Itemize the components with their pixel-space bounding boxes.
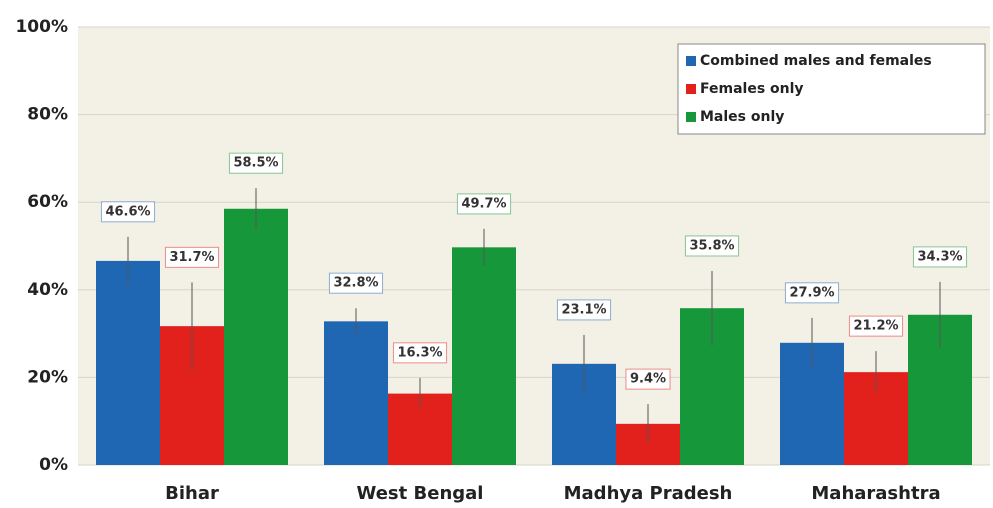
value-label-box bbox=[848, 315, 904, 337]
value-label-box bbox=[556, 299, 612, 321]
value-label-text: 31.7% bbox=[169, 250, 214, 265]
legend-box bbox=[677, 43, 986, 135]
value-label: 23.1% bbox=[556, 299, 612, 321]
value-label-text: 58.5% bbox=[233, 156, 278, 171]
bar bbox=[96, 260, 160, 465]
legend-label: Females only bbox=[700, 81, 804, 97]
value-label-text: 32.8% bbox=[333, 276, 378, 291]
value-label: 46.6% bbox=[100, 201, 156, 223]
x-tick-label: Bihar bbox=[165, 483, 219, 504]
value-label-text: 27.9% bbox=[789, 285, 834, 300]
value-label-box bbox=[100, 201, 156, 223]
value-label: 31.7% bbox=[164, 246, 220, 268]
value-label-box bbox=[784, 282, 840, 304]
bar bbox=[224, 208, 288, 465]
value-label-box bbox=[392, 342, 448, 364]
y-tick-label: 100% bbox=[15, 17, 68, 37]
bar bbox=[452, 247, 516, 465]
value-label: 32.8% bbox=[328, 272, 384, 294]
y-tick-label: 20% bbox=[27, 367, 68, 387]
y-tick-label: 60% bbox=[27, 192, 68, 212]
legend-label: Combined males and females bbox=[700, 53, 932, 69]
value-label-text: 34.3% bbox=[917, 249, 962, 264]
value-label: 9.4% bbox=[625, 368, 671, 390]
value-label-text: 16.3% bbox=[397, 345, 442, 360]
value-label-box bbox=[625, 368, 671, 390]
value-label: 34.3% bbox=[912, 246, 968, 268]
y-tick-label: 40% bbox=[27, 280, 68, 300]
value-label: 16.3% bbox=[392, 342, 448, 364]
value-label-text: 9.4% bbox=[630, 372, 666, 387]
value-label: 49.7% bbox=[456, 193, 512, 215]
x-tick-label: Maharashtra bbox=[811, 483, 940, 504]
value-label-box bbox=[912, 246, 968, 268]
legend-swatch bbox=[686, 56, 696, 66]
value-label-text: 23.1% bbox=[561, 302, 606, 317]
legend-label: Males only bbox=[700, 109, 784, 125]
value-label-text: 21.2% bbox=[853, 319, 898, 334]
value-label-box bbox=[684, 235, 740, 257]
value-label: 35.8% bbox=[684, 235, 740, 257]
legend: Combined males and females Females only Ma… bbox=[677, 43, 986, 135]
x-tick-label: Madhya Pradesh bbox=[564, 483, 733, 504]
value-label: 58.5% bbox=[228, 152, 284, 174]
value-label-text: 46.6% bbox=[105, 204, 150, 219]
y-tick-label: 0% bbox=[39, 455, 68, 475]
bar bbox=[324, 321, 388, 465]
value-label-box bbox=[228, 152, 284, 174]
value-label: 21.2% bbox=[848, 315, 904, 337]
y-tick-label: 80% bbox=[27, 105, 68, 125]
value-label: 27.9% bbox=[784, 282, 840, 304]
value-label-box bbox=[328, 272, 384, 294]
value-label-text: 35.8% bbox=[689, 238, 734, 253]
legend-swatch bbox=[686, 84, 696, 94]
value-label-box bbox=[456, 193, 512, 215]
legend-swatch bbox=[686, 112, 696, 122]
x-tick-label: West Bengal bbox=[357, 483, 484, 504]
value-label-box bbox=[164, 246, 220, 268]
value-label-text: 49.7% bbox=[461, 196, 506, 211]
